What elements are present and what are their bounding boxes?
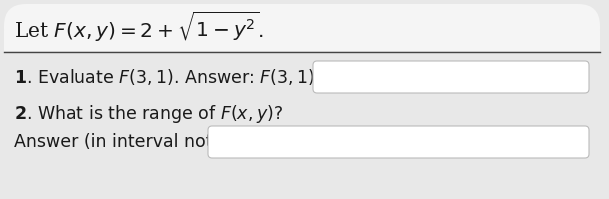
FancyBboxPatch shape — [313, 61, 589, 93]
FancyBboxPatch shape — [4, 4, 600, 195]
Text: $\mathbf{2}$. What is the range of $F(x, y)$?: $\mathbf{2}$. What is the range of $F(x,… — [14, 103, 283, 125]
Bar — [4, 31, 600, 51]
Text: $\mathbf{1}$. Evaluate $F(3, 1)$. Answer: $F(3, 1) =$: $\mathbf{1}$. Evaluate $F(3, 1)$. Answer… — [14, 67, 333, 87]
Text: Let $F(x, y) = 2 + \sqrt{1 - y^2}.$: Let $F(x, y) = 2 + \sqrt{1 - y^2}.$ — [14, 10, 264, 44]
Text: Answer (in interval notation):: Answer (in interval notation): — [14, 133, 269, 151]
FancyBboxPatch shape — [4, 4, 600, 51]
FancyBboxPatch shape — [208, 126, 589, 158]
